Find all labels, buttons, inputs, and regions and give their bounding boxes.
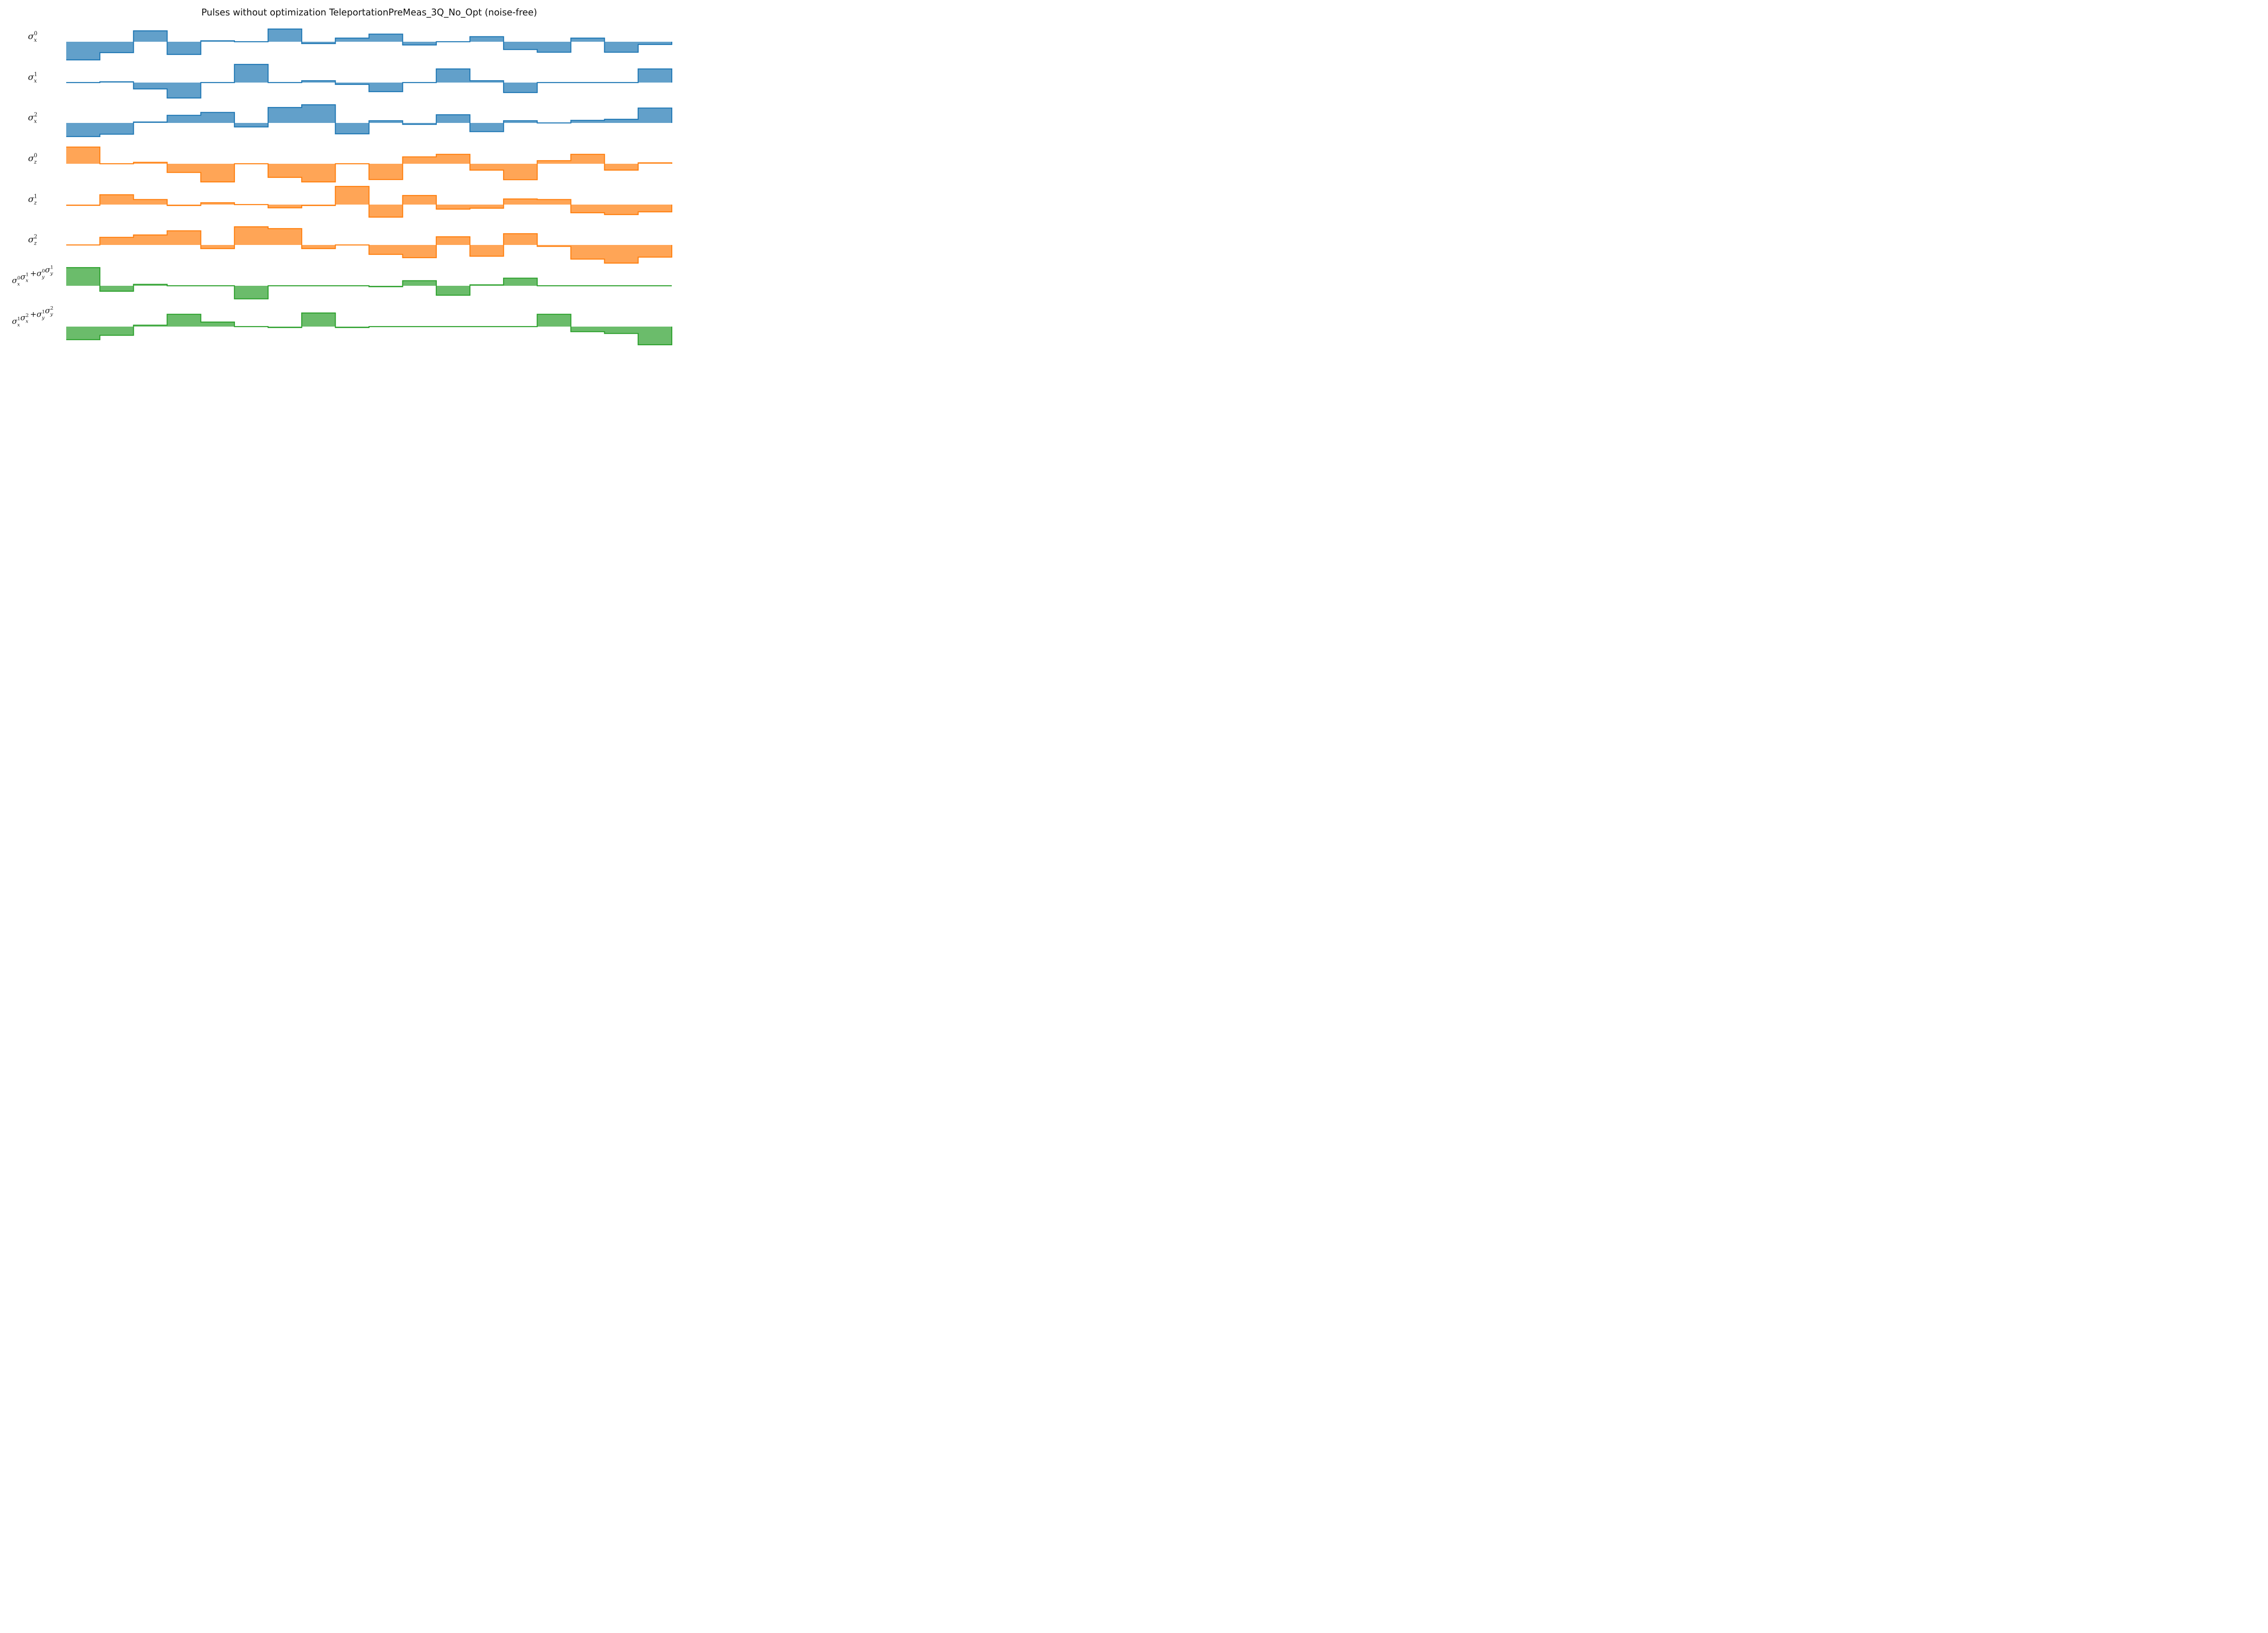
- pulse-row-7: σx1σx2 +σy1σy2: [12, 306, 673, 346]
- pulse-area-6: [66, 268, 672, 299]
- pulse-row-5: σz2: [28, 226, 673, 264]
- pulse-row-3: σz0: [28, 147, 673, 183]
- pulse-row-2: σx2: [28, 104, 673, 137]
- pulse-plot: σx0 σx1 σx2 σz0 σz1 σz2 σx0σx1 +σy0σy1 σx1σx2 +σy…: [12, 28, 673, 346]
- pulse-line-5: [66, 226, 673, 264]
- row-label-3: σz0: [28, 152, 37, 165]
- pulse-area-1: [66, 64, 672, 98]
- pulse-chart: Pulses without optimization Teleportatio…: [0, 0, 699, 350]
- row-label-5: σz2: [28, 233, 37, 246]
- row-label-6: σx0σx1 +σy0σy1: [12, 265, 53, 287]
- pulse-line-0: [66, 28, 673, 61]
- pulse-line-7: [66, 312, 673, 346]
- pulse-line-6: [66, 267, 672, 299]
- row-label-7: σx1σx2 +σy1σy2: [12, 306, 53, 328]
- pulse-line-3: [66, 147, 673, 183]
- row-label-4: σz1: [28, 193, 37, 206]
- pulse-line-1: [66, 64, 673, 99]
- pulse-row-1: σx1: [28, 64, 673, 99]
- row-label-0: σx0: [28, 30, 38, 43]
- row-label-2: σx2: [28, 111, 38, 124]
- pulse-row-6: σx0σx1 +σy0σy1: [12, 265, 672, 299]
- pulse-line-4: [66, 186, 673, 218]
- pulse-row-4: σz1: [28, 186, 673, 218]
- pulse-line-2: [66, 104, 673, 137]
- row-label-1: σx1: [28, 71, 38, 84]
- chart-title: Pulses without optimization Teleportatio…: [201, 7, 538, 18]
- pulse-row-0: σx0: [28, 28, 673, 61]
- pulse-area-7: [66, 313, 672, 345]
